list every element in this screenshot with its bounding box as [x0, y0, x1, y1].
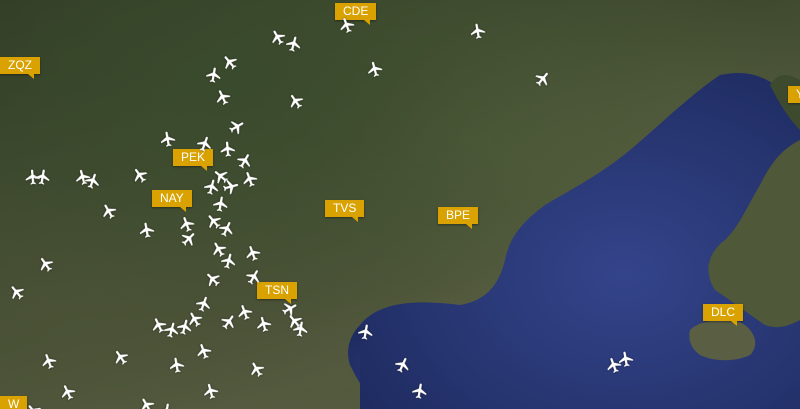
- airplane-icon[interactable]: [364, 58, 386, 80]
- airplane-icon[interactable]: [391, 353, 415, 377]
- airplane-icon[interactable]: [4, 279, 29, 304]
- airplane-icon[interactable]: [241, 241, 264, 264]
- airplane-icon[interactable]: [127, 162, 152, 187]
- airplane-icon[interactable]: [233, 300, 256, 323]
- airplane-icon[interactable]: [335, 13, 358, 36]
- airplane-icon[interactable]: [81, 169, 104, 192]
- airplane-icon[interactable]: [174, 316, 196, 338]
- airplane-icon[interactable]: [283, 88, 308, 113]
- airplane-icon[interactable]: [216, 309, 241, 334]
- airplane-icon[interactable]: [238, 167, 261, 190]
- airplane-icon[interactable]: [204, 65, 225, 86]
- airplane-icon[interactable]: [37, 349, 60, 372]
- airport-label-y[interactable]: Y: [788, 86, 800, 103]
- airplane-icon[interactable]: [201, 208, 226, 233]
- airplane-icon[interactable]: [167, 355, 188, 376]
- airplane-icon[interactable]: [33, 167, 54, 188]
- airplane-icon[interactable]: [200, 380, 222, 402]
- airplane-icon[interactable]: [217, 49, 242, 74]
- airplane-icon[interactable]: [616, 349, 637, 370]
- airport-label-bpe[interactable]: BPE: [438, 207, 479, 229]
- airplane-icon[interactable]: [356, 322, 377, 343]
- airplane-icon[interactable]: [97, 199, 122, 224]
- airplane-icon[interactable]: [108, 344, 133, 369]
- airplane-icon[interactable]: [33, 251, 58, 276]
- airplane-icon[interactable]: [147, 313, 171, 337]
- airplane-icon[interactable]: [468, 21, 489, 42]
- airplane-icon[interactable]: [201, 176, 223, 198]
- airplane-icon[interactable]: [530, 66, 555, 91]
- airplane-icon[interactable]: [72, 166, 94, 188]
- airplane-icon[interactable]: [242, 265, 267, 290]
- airplane-icon[interactable]: [278, 297, 303, 322]
- airplane-icon[interactable]: [158, 129, 179, 150]
- airplane-icon[interactable]: [218, 250, 240, 272]
- airplane-icon[interactable]: [183, 307, 208, 332]
- airplane-icon[interactable]: [192, 292, 215, 315]
- airport-label-pek[interactable]: PEK: [173, 149, 214, 171]
- airplane-icon[interactable]: [602, 353, 625, 376]
- airport-label-dlc[interactable]: DLC: [703, 304, 744, 326]
- airplane-icon[interactable]: [56, 380, 80, 404]
- airplane-icon[interactable]: [220, 176, 242, 198]
- airplane-icon[interactable]: [175, 212, 198, 235]
- airplane-icon[interactable]: [176, 226, 201, 251]
- airplane-icon[interactable]: [193, 132, 216, 155]
- airplane-icon[interactable]: [208, 163, 233, 188]
- airplane-icon[interactable]: [200, 266, 225, 291]
- airplane-icon[interactable]: [282, 308, 307, 333]
- airplane-icon[interactable]: [245, 357, 270, 382]
- airport-label-tvs[interactable]: TVS: [325, 200, 365, 222]
- airplane-icon[interactable]: [211, 194, 232, 215]
- airplane-icon[interactable]: [192, 339, 215, 362]
- airplane-icon[interactable]: [291, 319, 312, 340]
- airplane-icon[interactable]: [266, 25, 291, 50]
- airplane-icon[interactable]: [23, 167, 43, 187]
- airplane-icon[interactable]: [207, 237, 232, 262]
- airplane-icon[interactable]: [137, 220, 158, 241]
- airport-label-cde[interactable]: CDE: [335, 3, 377, 25]
- airport-label-nay[interactable]: NAY: [152, 190, 192, 212]
- airport-label-zqz[interactable]: ZQZ: [0, 57, 40, 79]
- airport-label-w[interactable]: W: [0, 396, 28, 409]
- airplane-icon[interactable]: [215, 217, 239, 241]
- airplane-icon[interactable]: [211, 85, 235, 109]
- airplane-icon[interactable]: [218, 139, 238, 159]
- airplane-icon[interactable]: [135, 393, 160, 409]
- airplane-icon[interactable]: [161, 319, 183, 341]
- airplane-icon[interactable]: [253, 313, 275, 335]
- airplane-icon[interactable]: [410, 381, 431, 402]
- airplane-icon[interactable]: [233, 149, 258, 174]
- airplane-icon[interactable]: [225, 115, 250, 140]
- airplane-icon[interactable]: [283, 33, 305, 55]
- airport-label-tsn[interactable]: TSN: [257, 282, 297, 304]
